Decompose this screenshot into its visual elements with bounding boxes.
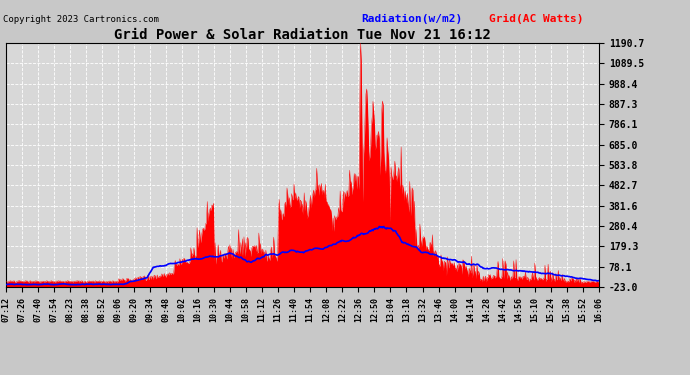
Text: Copyright 2023 Cartronics.com: Copyright 2023 Cartronics.com (3, 15, 159, 24)
Text: Radiation(w/m2): Radiation(w/m2) (362, 13, 463, 24)
Text: Grid(AC Watts): Grid(AC Watts) (489, 13, 584, 24)
Title: Grid Power & Solar Radiation Tue Nov 21 16:12: Grid Power & Solar Radiation Tue Nov 21 … (114, 28, 491, 42)
